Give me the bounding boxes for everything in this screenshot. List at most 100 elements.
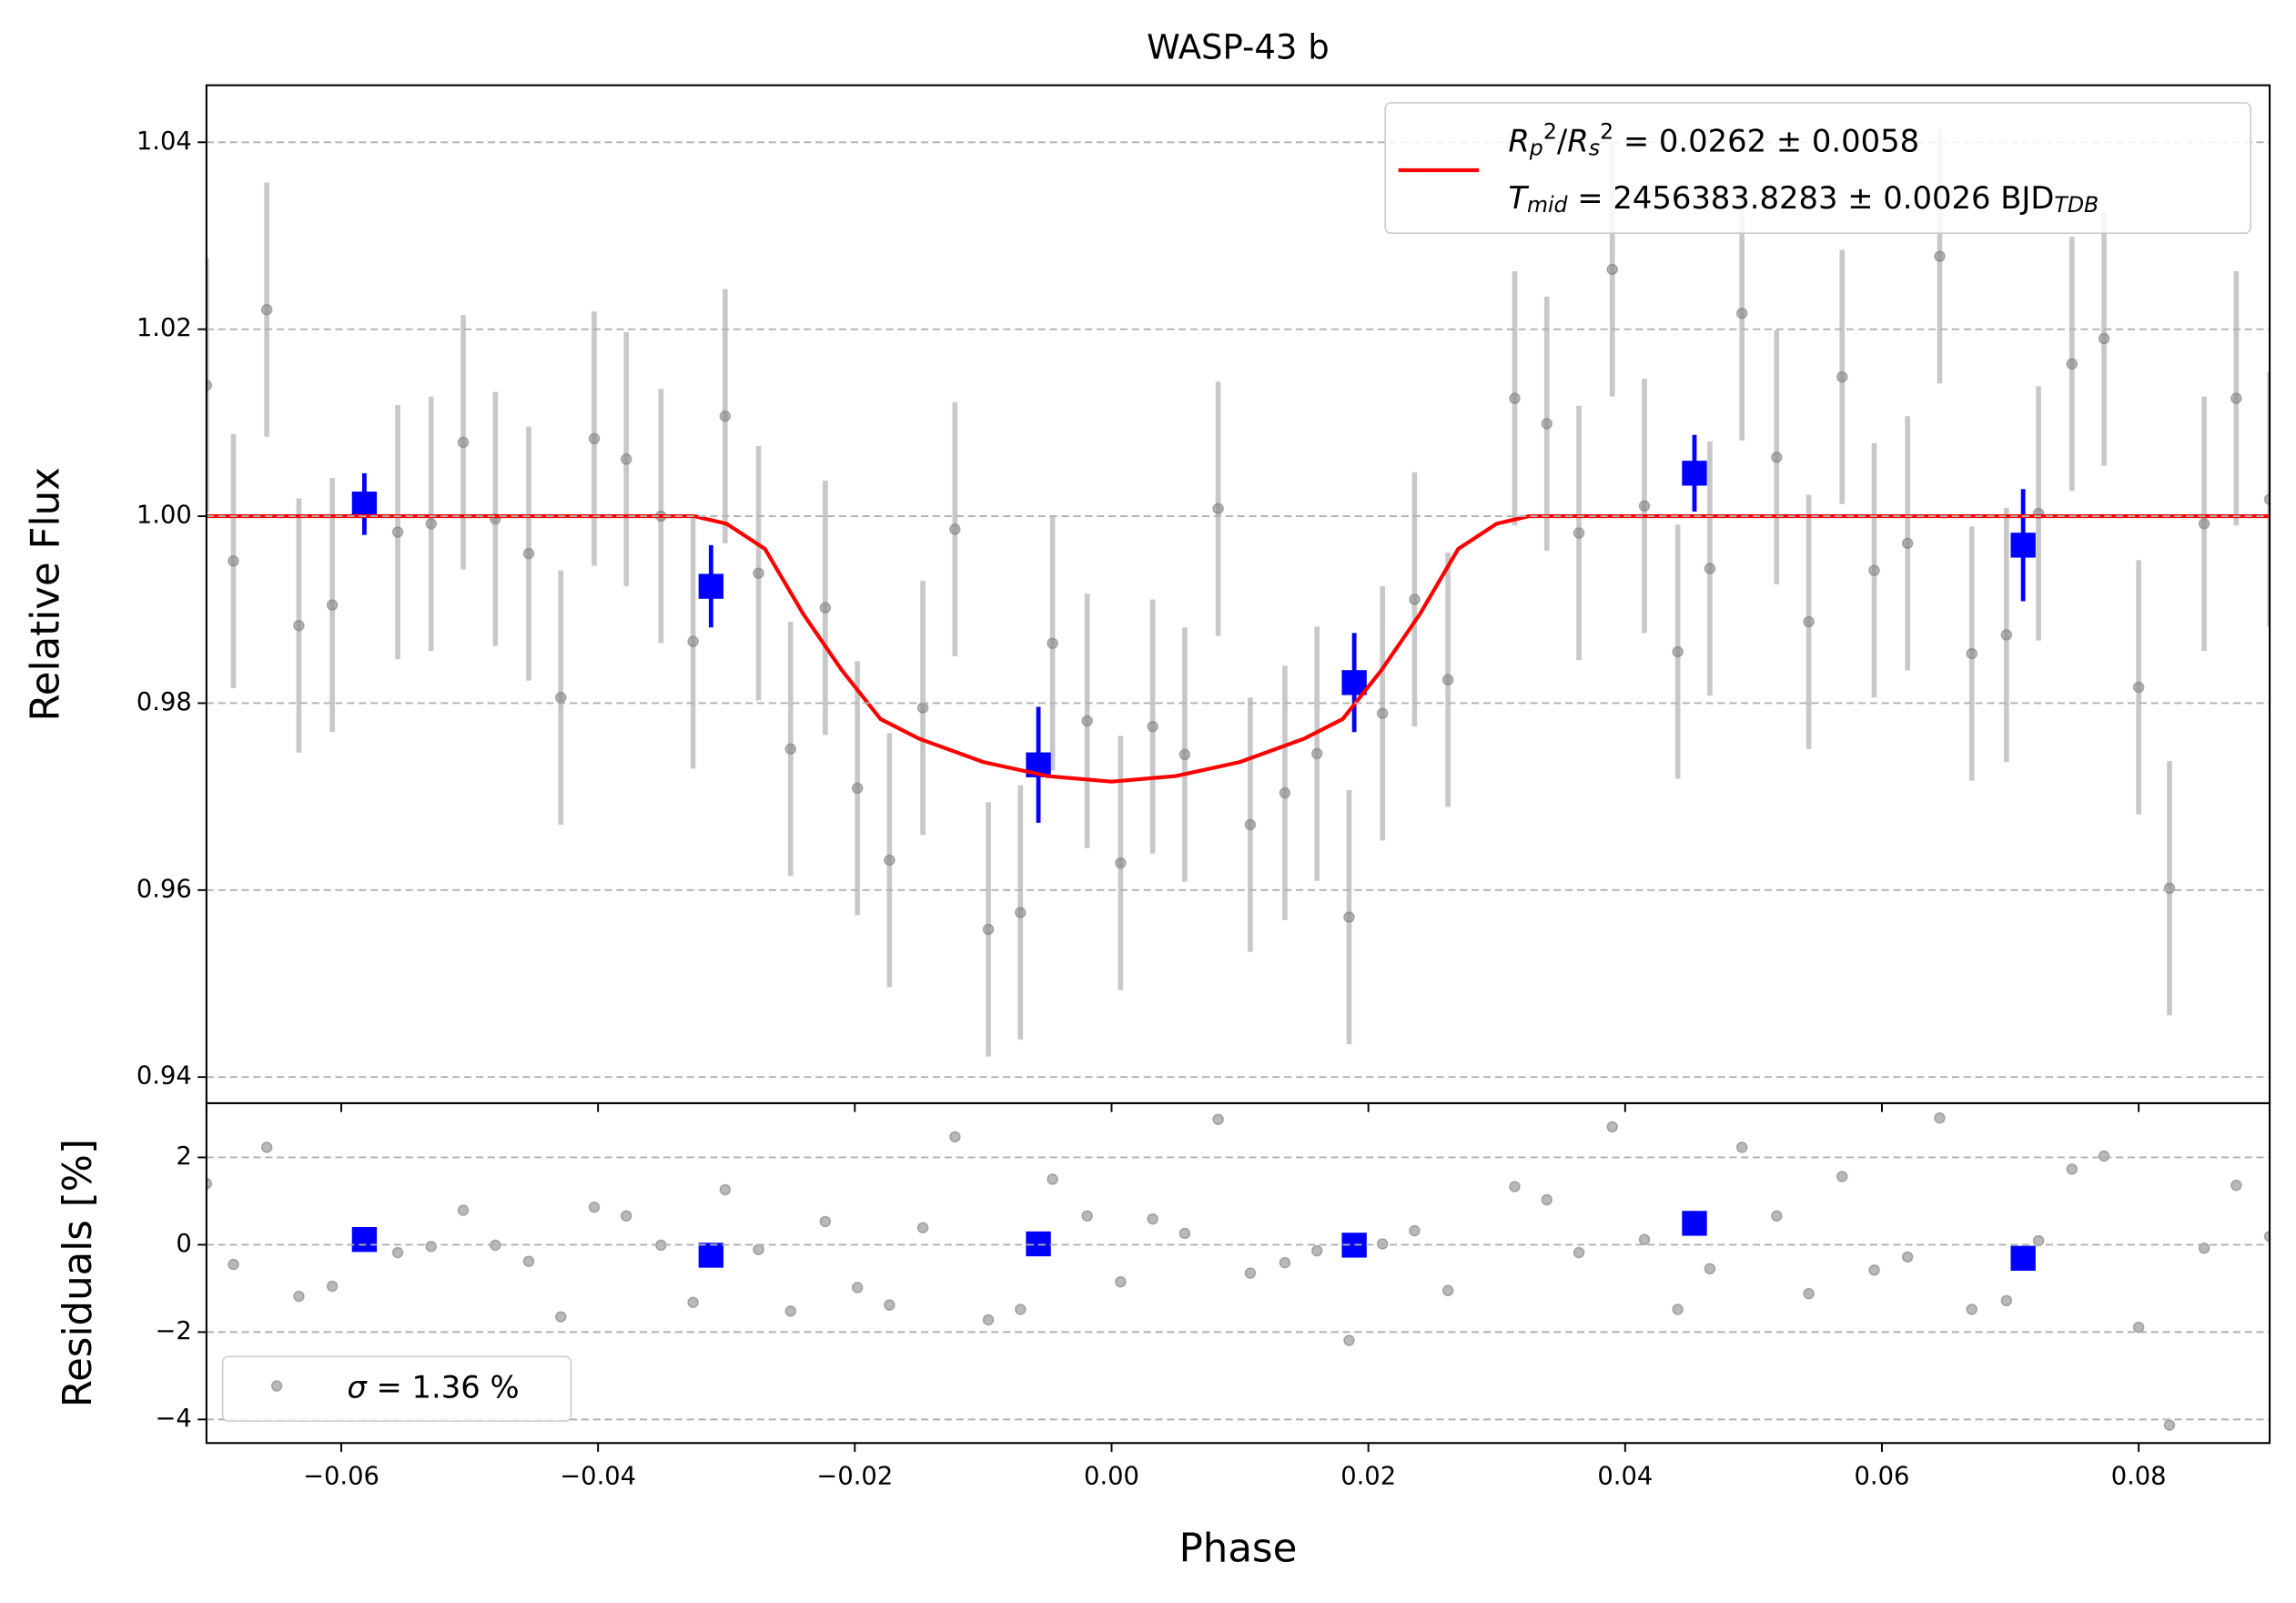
data-point — [1638, 500, 1651, 512]
x-axis-label: Phase — [1179, 1527, 1298, 1572]
legend-label: Rp2/Rs2 = 0.0262 ± 0.0058 — [1508, 118, 1919, 160]
data-point — [784, 743, 797, 756]
legend-label: σ = 1.36 % — [347, 1369, 519, 1405]
data-point — [1966, 647, 1978, 660]
data-point — [1771, 451, 1783, 463]
data-point — [851, 782, 864, 795]
data-point — [1606, 263, 1618, 276]
legend-label-part: T — [1508, 180, 1529, 216]
x-tick-label: −0.06 — [303, 1462, 379, 1490]
data-point — [391, 1246, 404, 1259]
y-tick-label: 1.02 — [137, 314, 192, 342]
data-point — [1244, 1267, 1257, 1279]
data-point — [819, 602, 832, 614]
y-tick-label: 0.94 — [137, 1062, 192, 1091]
y-axis-label: Relative Flux — [24, 467, 69, 721]
legend-label-part: / — [1557, 123, 1568, 158]
data-point — [1343, 911, 1355, 923]
data-point — [1735, 307, 1748, 320]
data-point — [1081, 715, 1093, 727]
binned-point — [1682, 1211, 1707, 1236]
legend-label-part: 2 — [1600, 118, 1613, 144]
data-point — [588, 1201, 601, 1213]
data-point — [719, 410, 732, 422]
data-point — [753, 1243, 764, 1255]
data-point — [1868, 1263, 1880, 1276]
data-point — [2198, 518, 2210, 530]
legend-label-part: TDB — [2054, 192, 2099, 218]
data-point — [1310, 1244, 1323, 1257]
y-tick-label: −4 — [155, 1405, 191, 1433]
data-point — [1015, 907, 1027, 918]
legend-label-part: R — [1567, 123, 1588, 158]
legend-box — [1384, 102, 2251, 234]
data-point — [949, 1131, 961, 1143]
x-tick-label: 0.06 — [1855, 1462, 1910, 1490]
data-point — [687, 635, 699, 647]
data-point — [851, 1282, 864, 1294]
data-point — [260, 303, 273, 316]
data-point — [1901, 1251, 1914, 1263]
data-point — [884, 1299, 895, 1311]
data-point — [2163, 1419, 2176, 1431]
legend-label-part: mid — [1527, 192, 1569, 218]
data-point — [687, 1296, 699, 1309]
data-point — [1115, 857, 1127, 869]
data-point — [949, 523, 961, 535]
data-point — [1147, 1212, 1158, 1225]
data-point — [326, 1280, 339, 1293]
data-point — [2066, 358, 2079, 370]
data-point — [1441, 674, 1454, 686]
data-point — [1803, 615, 1815, 628]
data-point — [588, 432, 601, 445]
data-point — [620, 1210, 632, 1223]
data-point — [1081, 1210, 1093, 1223]
data-point — [2132, 681, 2145, 694]
y-tick-label: 2 — [176, 1142, 191, 1171]
data-point — [1509, 392, 1521, 404]
data-point — [2098, 332, 2110, 345]
binned-point — [2010, 533, 2036, 558]
data-point — [425, 518, 438, 530]
data-point — [1212, 1113, 1224, 1125]
data-point — [1541, 1193, 1553, 1206]
data-point — [1803, 1287, 1815, 1300]
data-point — [819, 1215, 832, 1228]
data-point — [1934, 250, 1946, 262]
plot-area — [206, 128, 2271, 1057]
data-point — [2098, 1150, 2110, 1162]
binned-point — [351, 1226, 378, 1253]
x-tick-label: 0.04 — [1597, 1462, 1653, 1490]
data-point — [1015, 1304, 1027, 1315]
data-point — [1115, 1275, 1127, 1288]
data-point — [2032, 1234, 2045, 1247]
data-point — [916, 702, 929, 714]
data-point — [620, 453, 632, 465]
data-point — [1573, 527, 1585, 539]
data-point — [753, 567, 764, 579]
data-point — [293, 1290, 305, 1303]
data-point — [1343, 1334, 1355, 1346]
legend-label-part: p — [1529, 135, 1543, 160]
data-point — [1836, 1171, 1848, 1182]
data-point — [260, 1141, 273, 1153]
data-point — [2000, 629, 2013, 641]
y-tick-label: 0.98 — [137, 688, 192, 716]
data-point — [1047, 1173, 1058, 1185]
legend-label-part: R — [1508, 123, 1529, 158]
binned-point — [1341, 670, 1367, 695]
legend-label-part: = 1.36 % — [367, 1369, 520, 1405]
legend-box — [221, 1355, 572, 1422]
data-point — [982, 923, 995, 936]
data-point — [522, 547, 535, 560]
binned-point — [698, 1243, 723, 1268]
data-point — [1409, 594, 1421, 605]
x-tick-label: 0.00 — [1084, 1462, 1139, 1490]
legend-label: Tmid = 2456383.8283 ± 0.0026 BJDTDB — [1508, 180, 2099, 218]
data-point — [982, 1314, 995, 1326]
data-point — [2230, 1179, 2242, 1192]
legend-label-part: 2 — [1543, 118, 1557, 144]
axes-frame — [205, 1101, 2271, 1445]
